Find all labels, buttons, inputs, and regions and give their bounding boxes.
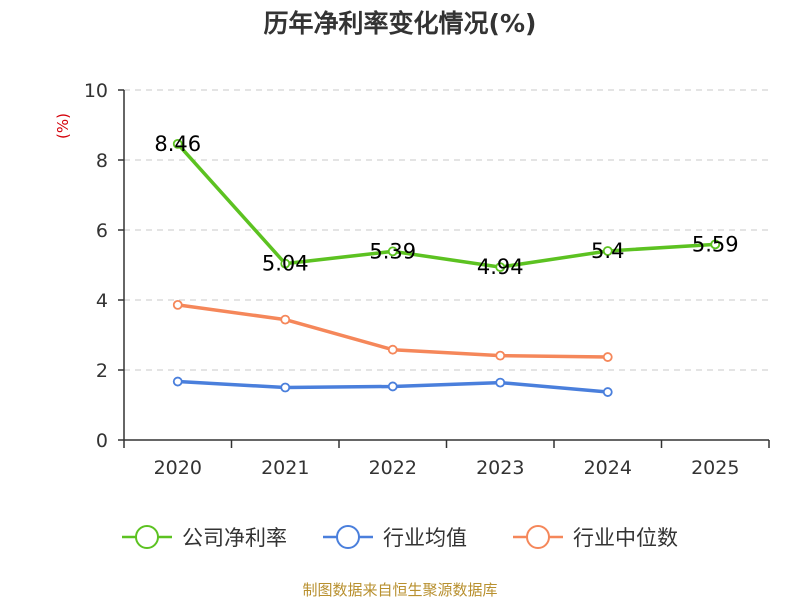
y-tick-label-2: 2	[96, 360, 108, 382]
legend-marker-1	[336, 525, 360, 549]
x-tick-label-2024: 2024	[584, 457, 632, 479]
x-tick-label-2021: 2021	[261, 457, 309, 479]
x-tick-label-2022: 2022	[369, 457, 417, 479]
data-point-s0-2022	[387, 246, 398, 257]
data-label-2025: 5.59	[692, 232, 739, 256]
y-tick-label-10: 10	[84, 80, 108, 102]
data-label-2023: 4.94	[477, 255, 524, 279]
data-label-2024: 5.4	[591, 239, 624, 263]
y-axis-unit: (%)	[54, 113, 72, 139]
data-label-2021: 5.04	[262, 252, 309, 276]
data-label-2022: 5.39	[369, 239, 416, 263]
data-point-s2-2022	[387, 344, 398, 355]
data-point-s1-2022	[387, 381, 398, 392]
data-point-s0-2020	[172, 138, 183, 149]
legend-label-2: 行业中位数	[573, 526, 678, 550]
series-lines	[172, 138, 721, 397]
legend-label-1: 行业均值	[383, 526, 467, 550]
data-point-s2-2024	[602, 352, 613, 362]
source-note: 制图数据来自恒生聚源数据库	[302, 581, 497, 599]
legend-label-0: 公司净利率	[182, 526, 287, 550]
data-point-s2-2020	[172, 299, 183, 310]
data-point-s0-2024	[602, 246, 613, 256]
x-tick-label-2025: 2025	[691, 457, 739, 479]
data-label-2020: 8.46	[154, 132, 201, 156]
data-labels: 8.46 5.04 5.39 4.94 5.4 5.59	[154, 132, 738, 279]
legend-marker-0	[135, 525, 159, 549]
data-point-s2-2021	[280, 314, 291, 325]
legend-marker-2	[526, 525, 550, 549]
y-tick-label-6: 6	[96, 220, 108, 242]
legend: 公司净利率 行业均值 行业中位数	[122, 525, 678, 550]
axes: 0 2 4 6 8 10 2020 2021 2022 2023 2024 2025	[84, 80, 770, 479]
data-point-s1-2021	[280, 382, 291, 393]
chart-title: 历年净利率变化情况(%)	[264, 9, 537, 38]
y-tick-label-0: 0	[96, 430, 108, 452]
data-point-s1-2020	[172, 376, 183, 387]
series-line-0	[176, 142, 717, 269]
x-tick-label-2020: 2020	[154, 457, 202, 479]
data-point-s0-2025	[710, 239, 721, 250]
data-point-s2-2023	[495, 350, 506, 361]
data-point-s0-2021	[280, 258, 291, 269]
y-tick-label-8: 8	[96, 150, 108, 172]
data-point-s0-2023	[495, 262, 506, 273]
data-point-s1-2024	[602, 387, 613, 397]
x-tick-label-2023: 2023	[476, 457, 524, 479]
y-tick-label-4: 4	[96, 290, 108, 312]
data-point-s1-2023	[495, 377, 506, 388]
grid-lines	[124, 89, 769, 371]
